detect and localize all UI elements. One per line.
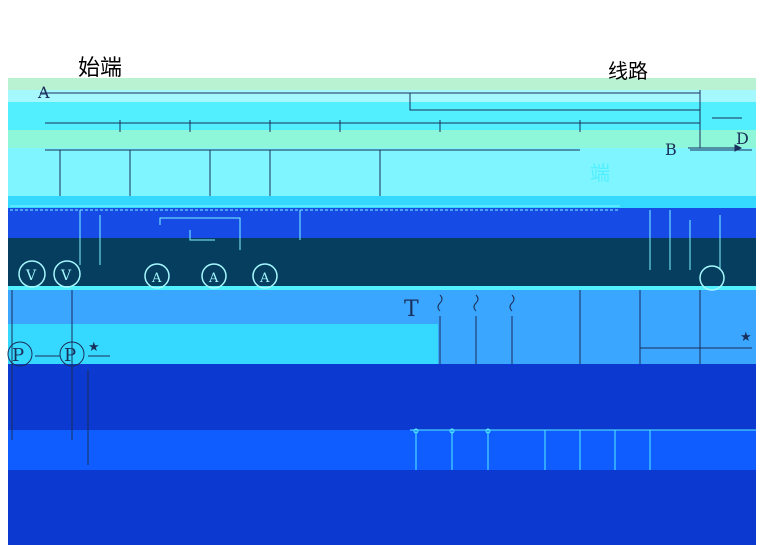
star-marker-2: ★	[740, 330, 752, 345]
node-d-label: D	[736, 129, 749, 148]
power-meter-2-icon	[59, 341, 85, 367]
band-mint-mid	[8, 130, 756, 148]
power-meter-1-icon	[7, 341, 33, 367]
power-meter-2-label: P	[64, 345, 76, 366]
band-cyan-light	[8, 148, 756, 196]
ammeter-3-label: A	[259, 271, 270, 286]
voltmeter-1-icon	[18, 260, 46, 288]
ammeter-2-icon	[201, 263, 227, 289]
b-d-connector	[688, 144, 743, 152]
ammeter-3-icon	[252, 263, 278, 289]
power-meter-lines	[7, 290, 110, 465]
line-label: 线路	[608, 59, 648, 83]
meter-wiring	[10, 205, 721, 270]
band-mint-top	[8, 78, 756, 90]
bottom-terminals	[410, 428, 756, 470]
node-a-label: A	[37, 83, 50, 102]
voltmeter-2-label: V	[60, 268, 72, 284]
ammeter-2-label: A	[208, 271, 219, 286]
end-char-label: 端	[590, 161, 610, 185]
top-circuit-lines	[40, 90, 752, 196]
band-aqua-right	[438, 324, 756, 364]
band-dark-teal	[8, 238, 756, 288]
ammeter-1-label: A	[151, 271, 162, 286]
voltmeter-2-icon	[53, 260, 81, 288]
band-royal-blue	[8, 208, 756, 238]
power-meter-1-label: P	[12, 345, 24, 366]
band-blue-1	[8, 364, 756, 430]
transformer-label: T	[404, 297, 419, 322]
voltmeter-1-label: V	[25, 268, 37, 284]
end-meter-icon	[699, 265, 725, 291]
band-cyan-2	[8, 324, 438, 364]
band-teal-edge	[8, 286, 756, 290]
start-end-label: 始端	[78, 56, 122, 81]
band-blue-bottom	[8, 470, 756, 545]
star-marker-1: ★	[88, 340, 100, 355]
transformer-coils	[437, 290, 752, 364]
band-cyan-1	[8, 102, 756, 130]
band-pale-cyan-1	[8, 90, 756, 102]
band-aqua	[8, 196, 756, 208]
band-sky-blue	[8, 290, 756, 324]
band-blue-2	[8, 430, 756, 470]
meter-row	[18, 260, 725, 291]
node-b-label: B	[665, 140, 677, 159]
ammeter-1-icon	[144, 263, 170, 289]
